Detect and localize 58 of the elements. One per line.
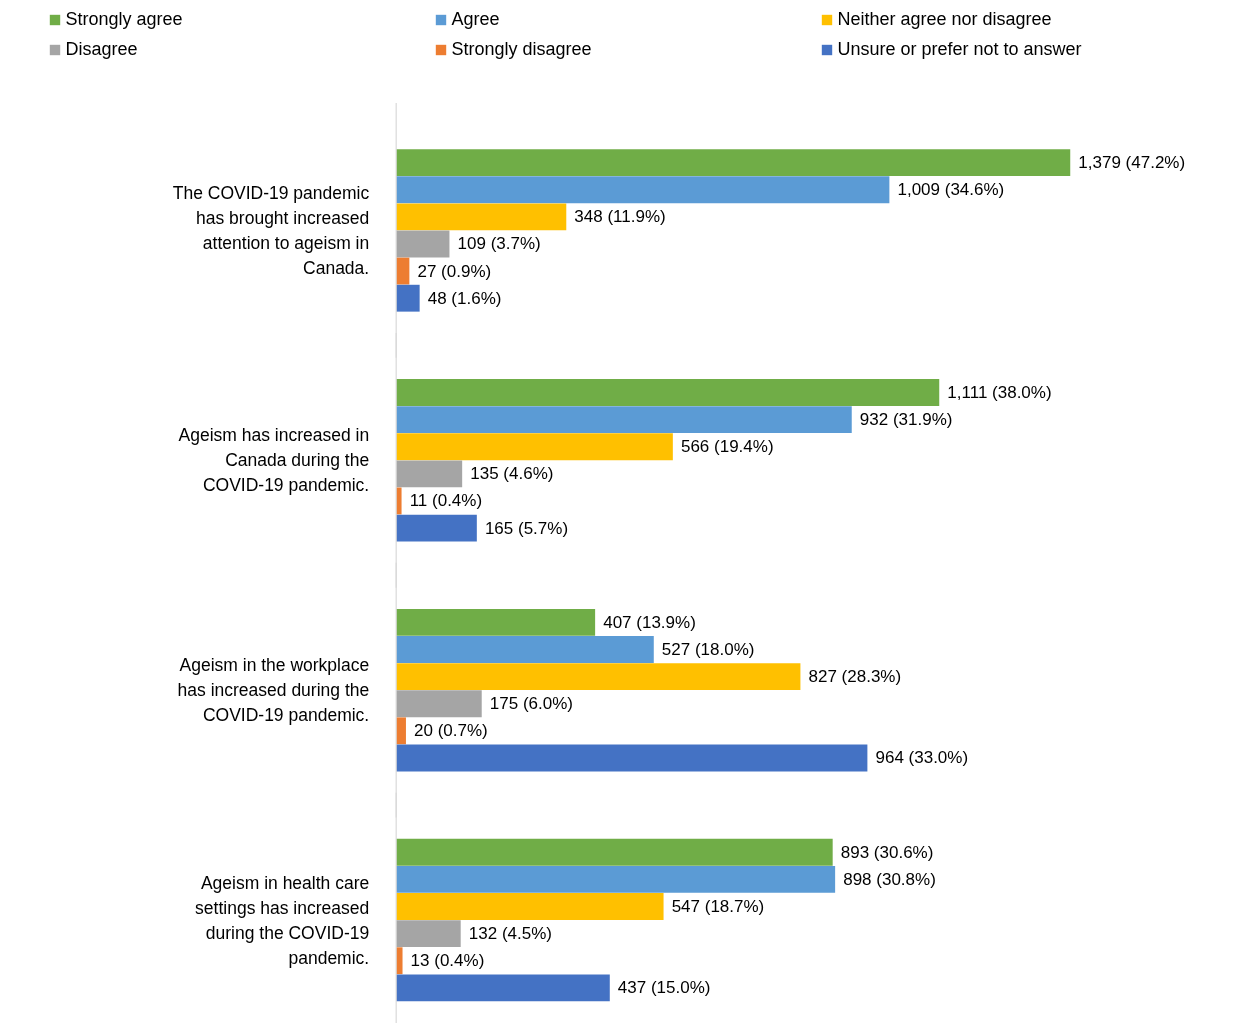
bar [396,920,461,948]
data-label: 932 (31.9%) [859,410,953,430]
legend-label: Strongly disagree [451,38,593,60]
data-label: 20 (0.7%) [414,721,488,741]
bar [396,838,833,866]
bar [396,257,410,285]
data-label: 11 (0.4%) [409,491,483,511]
bar [396,379,940,406]
bar [396,149,1071,176]
bar [396,608,596,636]
y-tick-label: Ageism in health care settings has increased during the COVID-19 pandemic. [195,872,370,968]
y-tick-label: Ageism has increased in Canada during the COVID-19 pandemic. [178,425,370,496]
data-label: 547 (18.7%) [671,896,765,916]
data-label: 1,379 (47.2%) [1078,153,1186,173]
bar [396,203,567,231]
y-tick-label: Ageism in the workplace has increased during the COVID-19 pandemic. [177,655,370,726]
bar [396,230,450,258]
bar [396,893,664,920]
bar [396,176,890,204]
bar [396,406,852,434]
bar [396,284,420,312]
data-label: 175 (6.0%) [489,694,573,714]
data-label: 27 (0.9%) [417,261,492,281]
data-label: 407 (13.9%) [603,612,696,632]
bar [396,690,482,718]
data-label: 48 (1.6%) [427,288,502,308]
data-label: 1,111 (38.0%) [947,382,1052,402]
data-label: 348 (11.9%) [574,207,666,227]
bar [396,947,403,975]
bar [396,514,477,542]
bar [396,433,673,461]
bar [396,744,868,772]
data-label: 165 (5.7%) [484,518,569,538]
data-label: 437 (15.0%) [617,978,711,998]
bar [396,865,836,893]
bar [396,717,406,745]
data-label: 893 (30.6%) [840,842,934,862]
bar [396,460,463,488]
bar [396,487,402,515]
data-label: 827 (28.3%) [808,667,902,687]
legend-label: Disagree [65,38,139,60]
legend-label: Unsure or prefer not to answer [837,38,1083,60]
data-label: 527 (18.0%) [661,639,755,659]
bar [396,974,610,1002]
data-label: 964 (33.0%) [875,748,969,768]
data-label: 109 (3.7%) [457,234,541,254]
legend-label: Agree [451,8,501,30]
data-label: 566 (19.4%) [680,437,774,457]
y-tick-label: The COVID-19 pandemic has brought increased attention to ageism in Canada. [172,182,370,278]
data-label: 1,009 (34.6%) [897,180,1005,200]
data-label: 13 (0.4%) [410,951,485,971]
data-label: 898 (30.8%) [843,869,936,889]
data-label: 132 (4.5%) [468,924,552,944]
legend-label: Strongly agree [65,8,184,30]
legend-label: Neither agree nor disagree [837,8,1053,30]
bar [396,663,801,691]
bar [396,636,654,663]
data-label: 135 (4.6%) [470,464,554,484]
